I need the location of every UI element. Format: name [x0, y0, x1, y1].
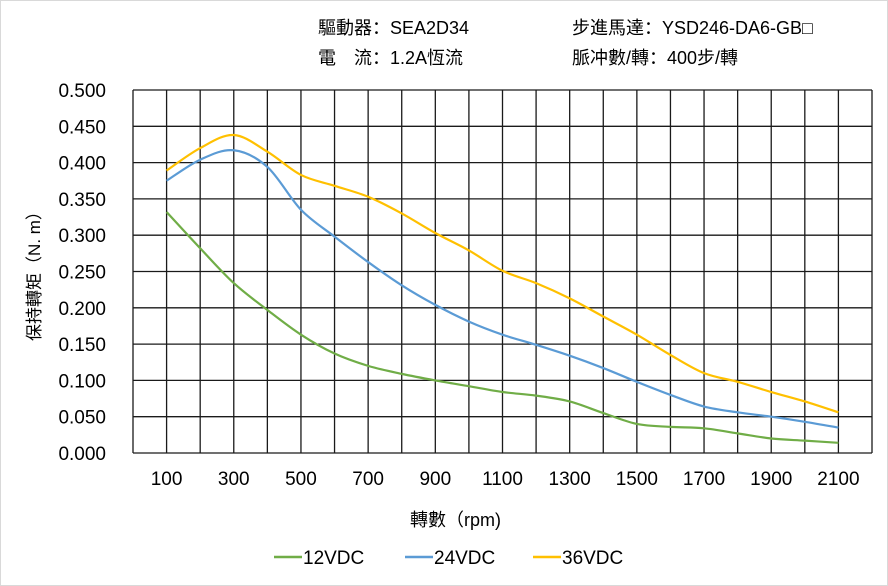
- y-tick-label: 0.500: [58, 81, 106, 102]
- x-tick-label: 900: [419, 469, 451, 490]
- x-tick-label: 500: [285, 469, 317, 490]
- motor-label: 步進馬達：YSD246-DA6-GB□: [572, 18, 813, 38]
- y-tick-labels: 0.000 0.050 0.100 0.150 0.200 0.250 0.300 0.350…: [58, 81, 106, 465]
- x-tick-label: 2100: [817, 469, 859, 490]
- driver-label: 驅動器：SEA2D34: [318, 18, 470, 38]
- pulses-label: 脈冲數/轉：400步/轉: [572, 48, 739, 68]
- y-tick-label: 0.400: [58, 154, 106, 175]
- y-tick-label: 0.000: [58, 444, 106, 465]
- y-tick-label: 0.050: [58, 408, 106, 429]
- y-tick-label: 0.250: [58, 263, 106, 284]
- legend: 12VDC 24VDC 36VDC: [274, 548, 623, 569]
- x-tick-label: 1100: [482, 469, 523, 490]
- x-axis-label: 轉數（rpm): [410, 510, 501, 530]
- y-tick-label: 0.300: [58, 226, 106, 247]
- series-lines: [165, 133, 839, 444]
- x-tick-label: 100: [151, 469, 183, 490]
- y-axis-label: 保持轉矩（N. m）: [25, 203, 44, 341]
- series-line-12vdc: [165, 211, 839, 444]
- x-tick-label: 1900: [750, 469, 792, 490]
- x-tick-label: 700: [352, 469, 384, 490]
- legend-label-24vdc: 24VDC: [434, 548, 495, 569]
- x-tick-label: 300: [218, 469, 250, 490]
- y-tick-label: 0.200: [58, 299, 106, 320]
- series-line-24vdc: [166, 149, 839, 429]
- y-tick-label: 0.450: [58, 117, 106, 138]
- x-tick-label: 1300: [549, 469, 591, 490]
- legend-label-36vdc: 36VDC: [562, 548, 623, 569]
- series-line-36vdc: [165, 133, 839, 414]
- y-tick-label: 0.150: [58, 335, 106, 356]
- y-tick-label: 0.350: [58, 190, 106, 211]
- y-tick-label: 0.100: [58, 371, 106, 392]
- x-tick-label: 1700: [683, 469, 725, 490]
- legend-label-12vdc: 12VDC: [303, 548, 364, 569]
- current-label: 電 流：1.2A恆流: [318, 48, 464, 68]
- x-tick-labels: 100 300 500 700 900 1100 1300 1500 1700 1900 2100: [151, 469, 860, 490]
- x-tick-label: 1500: [616, 469, 658, 490]
